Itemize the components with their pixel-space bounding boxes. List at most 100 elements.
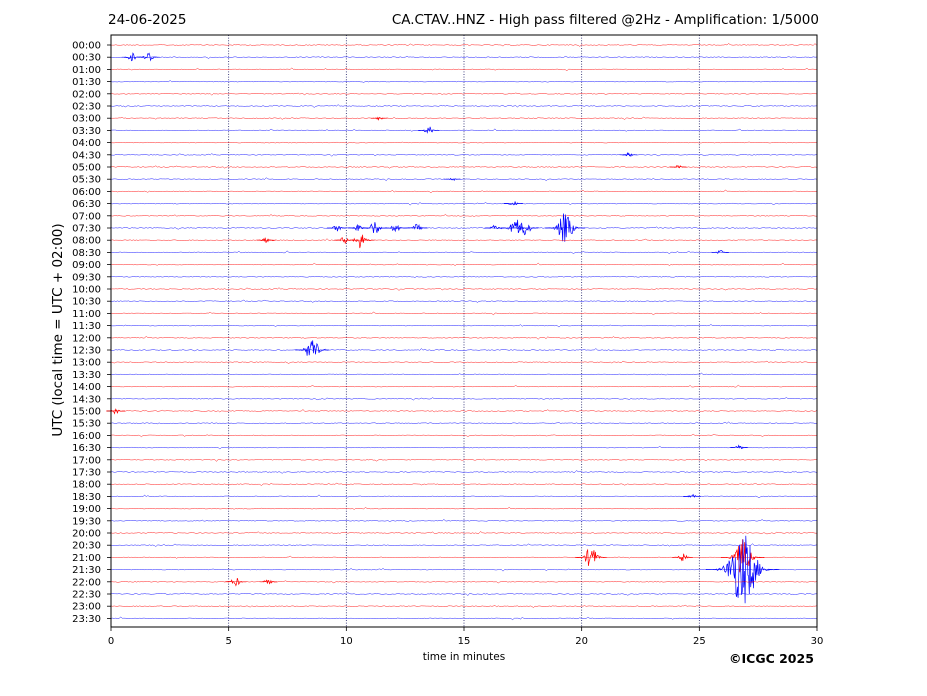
trace-19:30 — [110, 518, 817, 522]
trace-21:30 — [110, 567, 817, 572]
event-03:00-0 — [370, 116, 388, 121]
event-21:00-1 — [672, 553, 693, 562]
trace-21:00 — [110, 555, 817, 559]
x-axis-label: time in minutes — [422, 651, 506, 663]
chart-date: 24-06-2025 — [108, 12, 187, 28]
row-label-14:00: 14:00 — [72, 382, 101, 393]
event-07:30-7 — [511, 222, 539, 236]
trace-07:00 — [110, 213, 817, 217]
trace-04:30 — [110, 153, 817, 157]
row-label-06:30: 06:30 — [72, 199, 101, 210]
row-label-09:00: 09:00 — [72, 260, 101, 271]
row-label-12:30: 12:30 — [72, 346, 101, 357]
event-07:30-3 — [384, 224, 407, 233]
trace-10:00 — [110, 287, 817, 291]
trace-09:30 — [110, 275, 817, 278]
event-05:00-0 — [669, 165, 687, 169]
trace-05:00 — [110, 165, 817, 169]
trace-02:30 — [110, 104, 817, 108]
event-07:30-6 — [500, 219, 531, 234]
event-21:30-0 — [705, 535, 780, 604]
event-07:30-2 — [361, 222, 388, 233]
row-label-10:30: 10:30 — [72, 297, 101, 308]
row-label-20:30: 20:30 — [72, 541, 101, 552]
trace-00:30 — [110, 55, 817, 59]
row-label-16:00: 16:00 — [72, 431, 101, 442]
event-21:00-2 — [720, 539, 765, 573]
row-label-00:30: 00:30 — [72, 53, 101, 64]
row-label-02:30: 02:30 — [72, 102, 101, 113]
event-07:30-4 — [406, 223, 428, 230]
trace-01:30 — [110, 79, 817, 83]
row-label-23:30: 23:30 — [72, 614, 101, 625]
row-label-18:00: 18:00 — [72, 480, 101, 491]
x-tick-label-5: 5 — [225, 636, 231, 647]
trace-12:00 — [110, 335, 817, 340]
trace-08:00 — [110, 238, 817, 242]
event-05:30-0 — [443, 177, 461, 182]
chart-title: CA.CTAV..HNZ - High pass filtered @2Hz -… — [391, 12, 819, 28]
row-label-03:00: 03:00 — [72, 114, 101, 125]
trace-22:30 — [110, 592, 817, 596]
event-08:30-0 — [711, 250, 729, 254]
row-label-13:00: 13:00 — [72, 358, 101, 369]
event-21:00-0 — [575, 548, 607, 566]
trace-14:30 — [110, 397, 817, 401]
trace-03:00 — [110, 116, 817, 120]
trace-15:30 — [110, 421, 817, 425]
row-label-18:30: 18:30 — [72, 492, 101, 503]
row-label-03:30: 03:30 — [72, 126, 101, 137]
trace-10:30 — [110, 299, 817, 303]
event-03:30-0 — [418, 126, 440, 134]
row-label-19:30: 19:30 — [72, 516, 101, 527]
row-label-01:00: 01:00 — [72, 65, 101, 76]
row-label-10:00: 10:00 — [72, 285, 101, 296]
trace-01:00 — [110, 67, 817, 71]
trace-11:00 — [110, 311, 817, 316]
event-07:30-0 — [326, 225, 347, 232]
event-07:30-8 — [545, 213, 586, 242]
copyright-text: ©ICGC 2025 — [729, 651, 814, 666]
row-label-16:30: 16:30 — [72, 443, 101, 454]
x-tick-label-30: 30 — [811, 636, 824, 647]
row-label-14:30: 14:30 — [72, 394, 101, 405]
trace-11:30 — [110, 324, 817, 328]
row-label-05:30: 05:30 — [72, 175, 101, 186]
trace-20:30 — [110, 543, 817, 547]
trace-03:30 — [110, 128, 817, 132]
row-label-21:00: 21:00 — [72, 553, 101, 564]
row-label-08:30: 08:30 — [72, 248, 101, 259]
trace-22:00 — [110, 580, 817, 584]
row-label-05:00: 05:00 — [72, 163, 101, 174]
trace-08:30 — [110, 250, 817, 255]
event-18:30-0 — [683, 493, 701, 498]
trace-16:30 — [110, 446, 817, 450]
row-label-21:30: 21:30 — [72, 565, 101, 576]
row-label-20:00: 20:00 — [72, 529, 101, 540]
event-15:00-0 — [106, 408, 126, 415]
trace-16:00 — [110, 433, 817, 438]
x-tick-label-0: 0 — [108, 636, 114, 647]
row-label-15:00: 15:00 — [72, 407, 101, 418]
event-04:30-0 — [619, 151, 638, 157]
trace-13:00 — [110, 360, 817, 364]
event-12:30-0 — [295, 340, 329, 356]
x-tick-label-10: 10 — [340, 636, 353, 647]
row-label-13:30: 13:30 — [72, 370, 101, 381]
row-label-11:30: 11:30 — [72, 321, 101, 332]
row-label-06:00: 06:00 — [72, 187, 101, 198]
event-06:30-0 — [503, 201, 523, 206]
row-label-15:30: 15:30 — [72, 419, 101, 430]
row-label-09:30: 09:30 — [72, 272, 101, 283]
event-16:30-0 — [730, 444, 748, 449]
trace-17:30 — [110, 470, 817, 474]
trace-00:00 — [110, 43, 817, 47]
row-label-17:00: 17:00 — [72, 455, 101, 466]
row-label-07:00: 07:00 — [72, 211, 101, 222]
trace-06:00 — [110, 189, 817, 194]
event-00:30-1 — [137, 52, 160, 62]
trace-05:30 — [110, 177, 817, 182]
event-22:00-0 — [224, 577, 247, 587]
row-label-17:30: 17:30 — [72, 468, 101, 479]
